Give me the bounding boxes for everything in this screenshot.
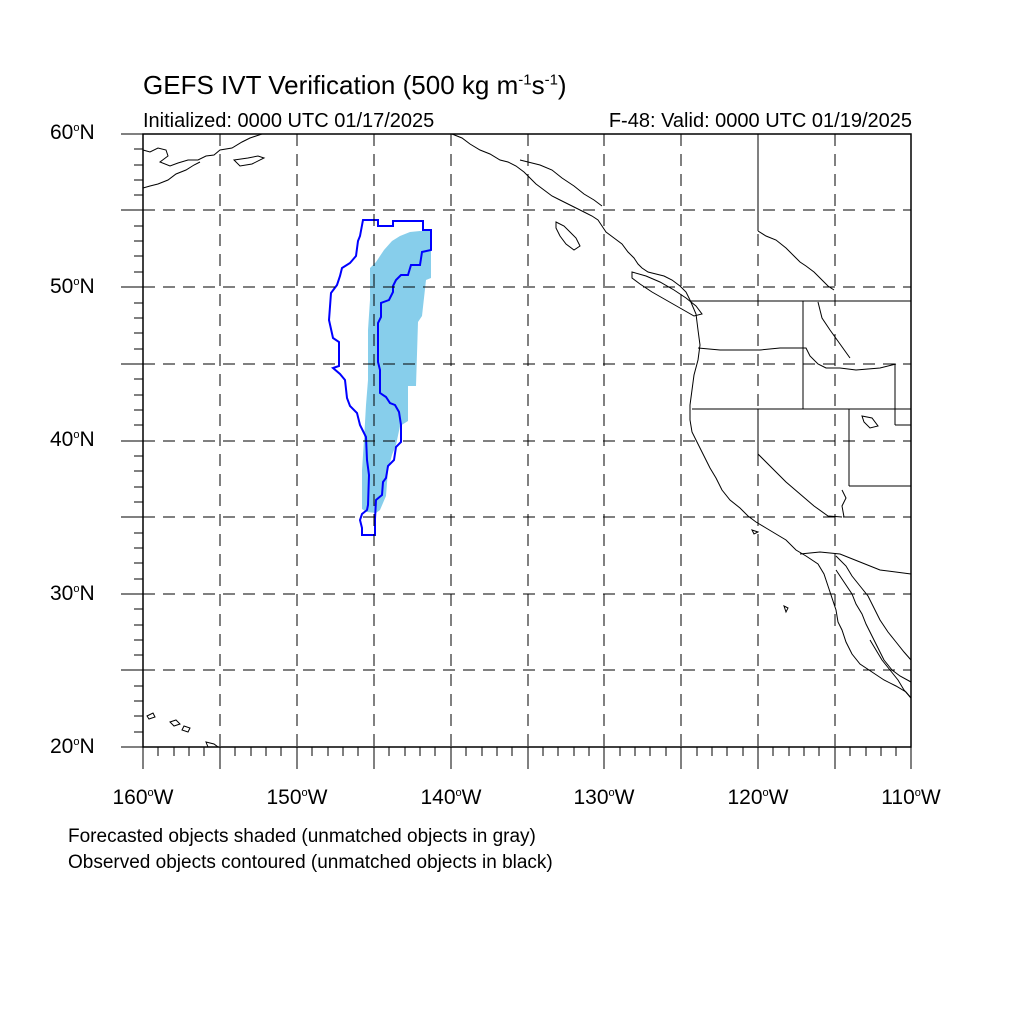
lon-label-130w: 130oW [573,786,635,809]
tick-marks [121,133,912,769]
lon-label-150w: 150oW [266,786,328,809]
political-boundaries [690,134,912,575]
lat-label-40n: 40oN [50,428,95,451]
coastlines [142,133,912,748]
lon-label-140w: 140oW [420,786,482,809]
lat-label-50n: 50oN [50,275,95,298]
forecast-object-shaded [362,231,431,513]
lon-label-160w: 160oW [112,786,174,809]
valid-time: F-48: Valid: 0000 UTC 01/19/2025 [608,110,912,132]
lon-label-120w: 120oW [727,786,789,809]
note-observed: Observed objects contoured (unmatched ob… [68,852,553,873]
lon-label-110w: 110oW [881,786,941,809]
map-title: GEFS IVT Verification (500 kg m-1s-1) [143,70,567,100]
lat-label-60n: 60oN [50,121,95,144]
note-forecast: Forecasted objects shaded (unmatched obj… [68,826,536,847]
lat-label-20n: 20oN [50,735,95,758]
lat-label-30n: 30oN [50,582,95,605]
observed-object-contour [327,219,432,536]
initialized-time: Initialized: 0000 UTC 01/17/2025 [143,110,435,132]
lat-lon-grid [143,134,911,747]
